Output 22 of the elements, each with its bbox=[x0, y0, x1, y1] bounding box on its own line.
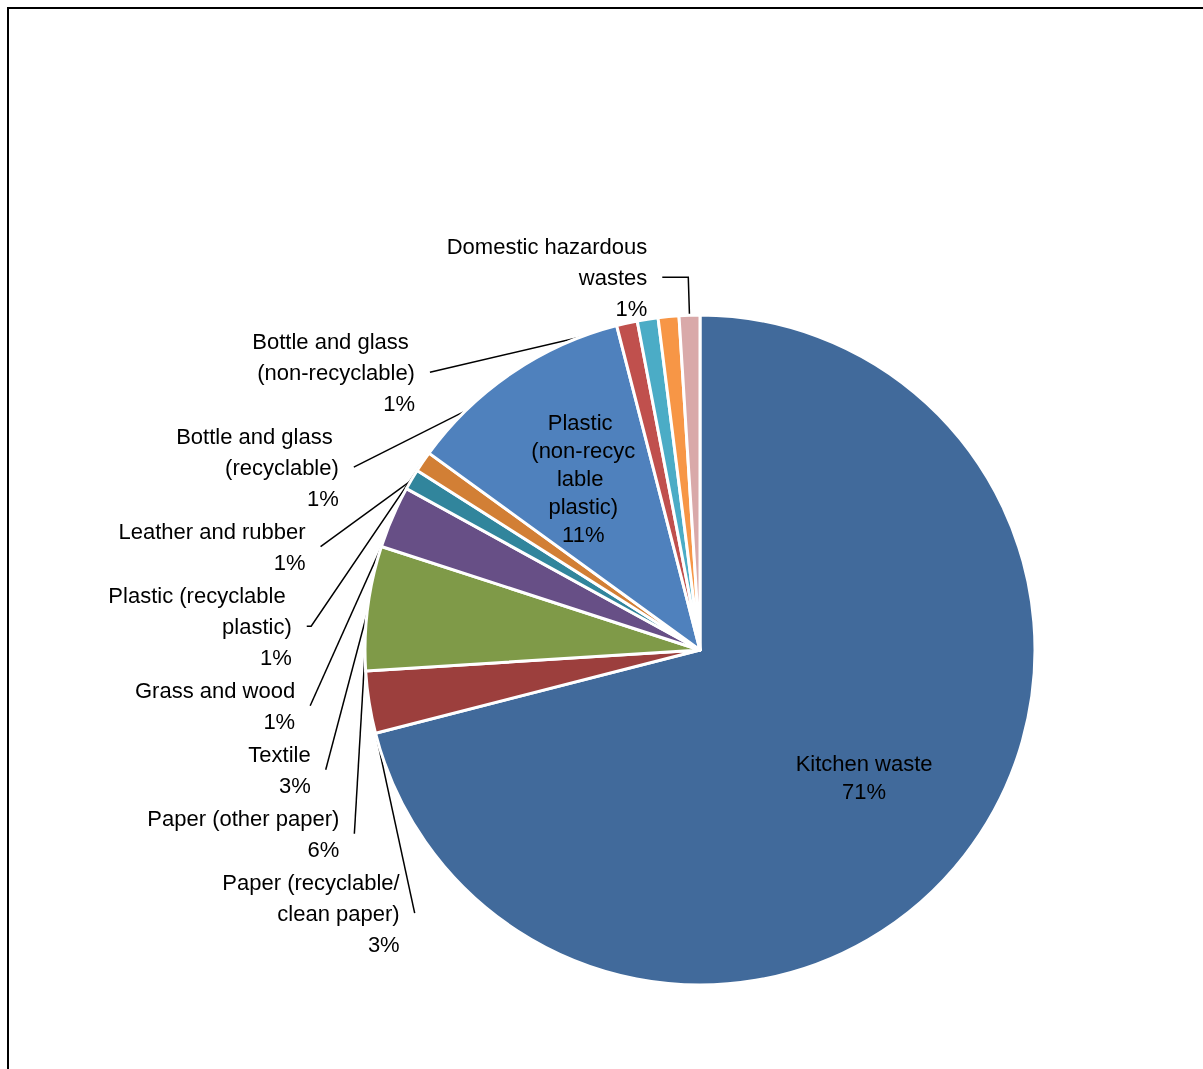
slice-label: Bottle and glass (non-recyclable) bbox=[252, 328, 415, 385]
slice-label: Plastic (recyclable plastic) bbox=[108, 582, 292, 639]
data-label: 1% bbox=[383, 390, 415, 416]
slice-label: Paper (other paper) bbox=[147, 805, 340, 831]
data-label: 1% bbox=[259, 644, 292, 670]
data-label: 6% bbox=[307, 836, 340, 862]
slice-label: Kitchen waste bbox=[795, 750, 933, 776]
data-label: 3% bbox=[367, 931, 400, 957]
slice-label: Paper (recyclable/clean paper) bbox=[222, 869, 401, 926]
data-label: 1% bbox=[263, 708, 296, 734]
slice-label: Leather and rubber bbox=[118, 518, 306, 544]
data-label: 11% bbox=[562, 521, 605, 547]
slice-label: Grass and wood bbox=[134, 677, 296, 703]
slice-label: Textile bbox=[248, 741, 311, 767]
data-label: 1% bbox=[273, 549, 306, 575]
data-label: 3% bbox=[278, 772, 311, 798]
slice-label: Plastic (non-recyclable plastic) bbox=[531, 409, 636, 519]
slice-label: Bottle and glass (recyclable) bbox=[176, 423, 339, 480]
slice-label: Domestic hazardous wastes bbox=[446, 233, 648, 290]
data-label: 1% bbox=[615, 295, 648, 321]
data-label: 1% bbox=[307, 485, 339, 511]
data-label: 71% bbox=[842, 778, 887, 804]
